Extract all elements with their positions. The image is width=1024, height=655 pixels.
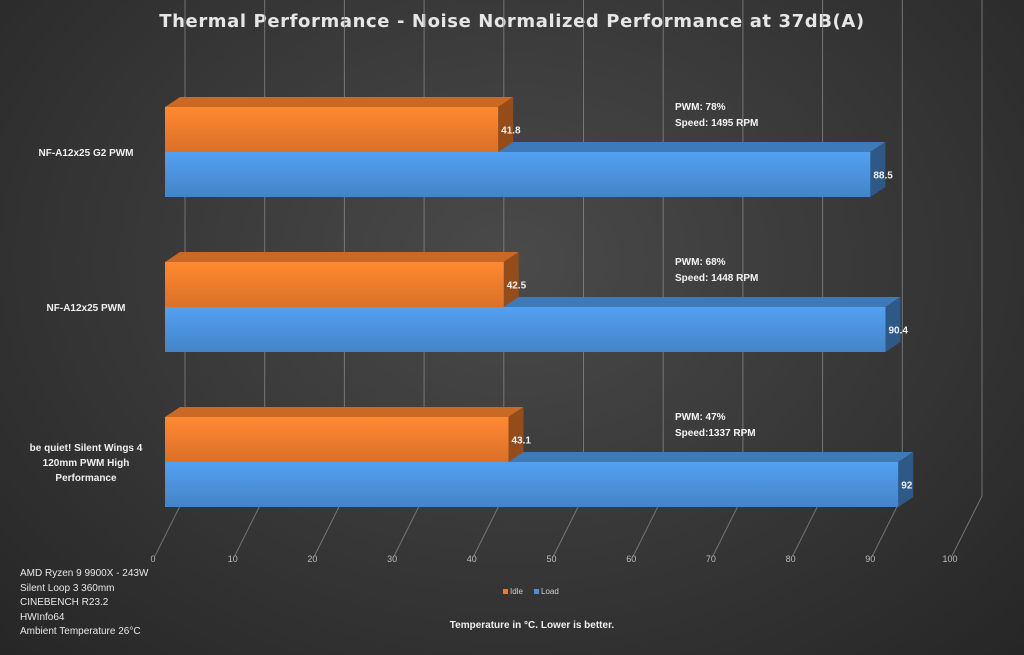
load-bar-be-quiet-silent-wings-4-120mm-pwm-high-performance-side [898, 452, 914, 507]
bar-annotations: PWM: 78% Speed: 1495 RPM PWM: 68% Speed: 14… [675, 102, 758, 439]
pwm-annotation-nf-a12x25-g2-pwm: PWM: 78% [675, 102, 726, 113]
pwm-annotation-nf-a12x25-pwm: PWM: 68% [675, 257, 726, 268]
idle-bar-be-quiet-silent-wings-4-120mm-pwm-high-performance-front [165, 417, 509, 462]
test-setup-notes: AMD Ryzen 9 9900X - 243W Silent Loop 3 3… [20, 567, 148, 640]
legend: Idle Load [503, 587, 559, 596]
idle-bar-nf-a12x25-pwm [165, 252, 519, 307]
legend-label-idle: Idle [510, 587, 523, 596]
load-bar-nf-a12x25-g2-pwm-front [165, 152, 871, 197]
idle-bar-be-quiet-silent-wings-4-120mm-pwm-high-performance-value-label: 43.1 [512, 436, 532, 447]
x-tick-label-100: 100 [942, 554, 957, 564]
speed-annotation-be-quiet-silent-wings-4-120mm-pwm-high-performance: Speed:1337 RPM [675, 428, 756, 439]
legend-label-load: Load [541, 587, 559, 596]
load-bar-be-quiet-silent-wings-4-120mm-pwm-high-performance-value-label: 92 [901, 481, 913, 492]
x-tick-label-30: 30 [387, 554, 397, 564]
idle-bar-nf-a12x25-g2-pwm-front [165, 107, 499, 152]
setup-cooler: Silent Loop 3 360mm [20, 582, 115, 594]
x-tick-label-50: 50 [546, 554, 556, 564]
x-tick-label-70: 70 [706, 554, 716, 564]
x-tick-label-60: 60 [626, 554, 636, 564]
idle-bar-nf-a12x25-pwm-front [165, 262, 504, 307]
load-bar-nf-a12x25-g2-pwm-value-label: 88.5 [873, 171, 893, 182]
x-axis-ticks: 0 10 20 30 40 50 60 70 80 90 100 [150, 554, 957, 564]
load-bar-nf-a12x25-g2-pwm-side [870, 142, 886, 197]
setup-ambient: Ambient Temperature 26°C [20, 626, 141, 638]
idle-bar-nf-a12x25-g2-pwm-side [498, 97, 514, 152]
category-labels: NF-A12x25 G2 PWM NF-A12x25 PWM be quiet! S… [30, 148, 143, 484]
idle-bar-nf-a12x25-pwm-value-label: 42.5 [507, 281, 527, 292]
x-tick-label-10: 10 [228, 554, 238, 564]
x-tick-label-20: 20 [307, 554, 317, 564]
x-axis-title: Temperature in °C. Lower is better. [450, 620, 615, 631]
idle-bar-nf-a12x25-pwm-top [165, 252, 519, 262]
idle-bar-nf-a12x25-g2-pwm [165, 97, 514, 152]
x-tick-label-90: 90 [865, 554, 875, 564]
load-bar-nf-a12x25-pwm-value-label: 90.4 [888, 326, 908, 337]
load-bar-be-quiet-silent-wings-4-120mm-pwm-high-performance-front [165, 462, 899, 507]
x-tick-label-0: 0 [150, 554, 155, 564]
pwm-annotation-be-quiet-silent-wings-4-120mm-pwm-high-performance: PWM: 47% [675, 412, 726, 423]
load-bar-nf-a12x25-pwm-side [885, 297, 901, 352]
chart-title: Thermal Performance - Noise Normalized P… [159, 11, 865, 32]
load-bar-nf-a12x25-pwm-front [165, 307, 886, 352]
idle-bar-be-quiet-silent-wings-4-120mm-pwm-high-performance-side [508, 407, 524, 462]
speed-annotation-nf-a12x25-g2-pwm: Speed: 1495 RPM [675, 118, 758, 129]
category-label-nf-a12x25-g2-pwm: NF-A12x25 G2 PWM [38, 148, 133, 159]
setup-benchmark: CINEBENCH R23.2 [20, 597, 109, 609]
x-tick-label-40: 40 [467, 554, 477, 564]
legend-swatch-idle [503, 589, 508, 594]
idle-bar-be-quiet-silent-wings-4-120mm-pwm-high-performance [165, 407, 524, 462]
idle-bar-nf-a12x25-pwm-side [503, 252, 519, 307]
category-label-nf-a12x25-pwm: NF-A12x25 PWM [47, 303, 126, 314]
x-tick-label-80: 80 [786, 554, 796, 564]
setup-monitoring: HWInfo64 [20, 611, 65, 623]
category-label-be-quiet-silent-wings-4-120mm-pwm-high-performance: be quiet! Silent Wings 4 120mm PWM High Pe… [30, 443, 143, 484]
idle-bar-nf-a12x25-g2-pwm-value-label: 41.8 [501, 126, 521, 137]
bars: 88.5 41.8 90.4 42.5 92 43.1 [165, 97, 914, 507]
load-bar-be-quiet-silent-wings-4-120mm-pwm-high-performance [165, 452, 914, 507]
legend-swatch-load [534, 589, 539, 594]
setup-cpu: AMD Ryzen 9 9900X - 243W [20, 568, 149, 579]
idle-bar-be-quiet-silent-wings-4-120mm-pwm-high-performance-top [165, 407, 524, 417]
speed-annotation-nf-a12x25-pwm: Speed: 1448 RPM [675, 273, 758, 284]
idle-bar-nf-a12x25-g2-pwm-top [165, 97, 514, 107]
gridline-100 [951, 0, 983, 557]
